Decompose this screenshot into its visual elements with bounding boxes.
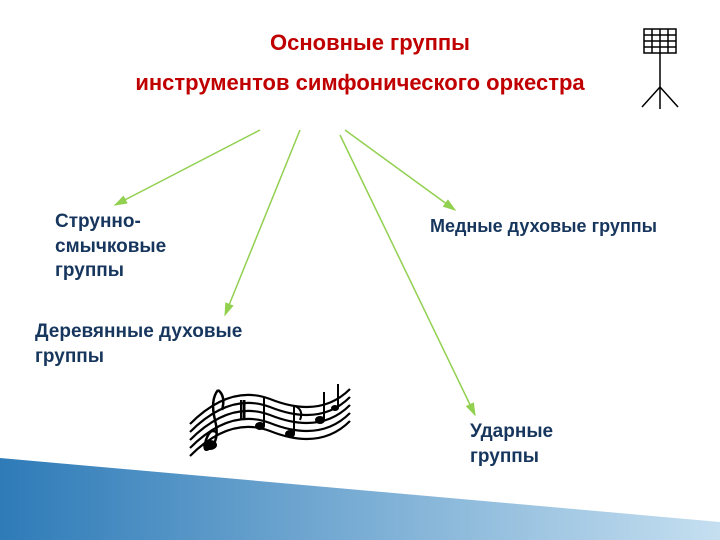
group-strings: Струнно- смычковые группы bbox=[55, 210, 215, 284]
bottom-wedge-decoration bbox=[0, 450, 720, 540]
group-brass: Медные духовые группы bbox=[430, 215, 660, 238]
group-woodwinds: Деревянные духовые группы bbox=[35, 320, 315, 369]
title-line2: инструментов симфонического оркестра bbox=[110, 70, 610, 96]
title-line1: Основные группы bbox=[170, 30, 570, 56]
music-stand-icon bbox=[630, 25, 690, 110]
